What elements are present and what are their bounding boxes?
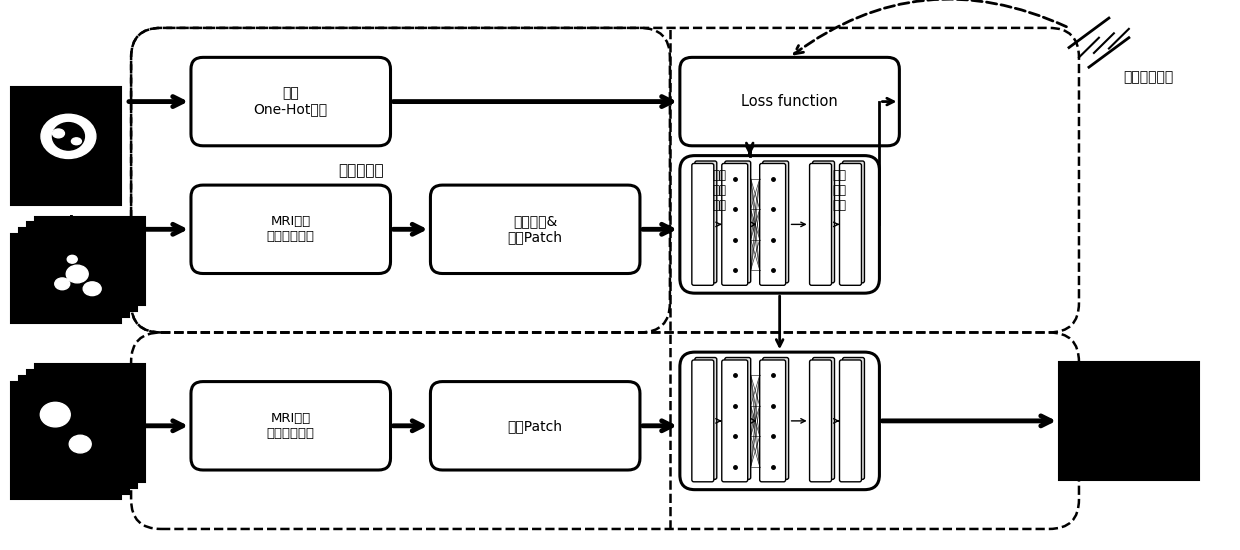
Ellipse shape — [67, 255, 77, 263]
FancyBboxPatch shape — [680, 57, 899, 146]
FancyBboxPatch shape — [191, 382, 391, 470]
FancyBboxPatch shape — [692, 163, 714, 285]
FancyBboxPatch shape — [810, 163, 832, 285]
FancyBboxPatch shape — [722, 163, 748, 285]
FancyBboxPatch shape — [680, 156, 879, 293]
FancyBboxPatch shape — [27, 222, 138, 311]
FancyBboxPatch shape — [724, 161, 750, 283]
Ellipse shape — [41, 114, 95, 158]
Ellipse shape — [52, 129, 64, 138]
FancyBboxPatch shape — [812, 358, 835, 480]
Text: MRI图像
去噪和归一化: MRI图像 去噪和归一化 — [267, 215, 315, 243]
Text: 抽取Patch: 抽取Patch — [507, 419, 563, 433]
FancyBboxPatch shape — [27, 370, 138, 488]
Text: 数据预处理: 数据预处理 — [337, 163, 383, 178]
FancyBboxPatch shape — [430, 382, 640, 470]
Text: MRI图像
去噪和归一化: MRI图像 去噪和归一化 — [267, 412, 315, 440]
FancyBboxPatch shape — [839, 360, 862, 482]
FancyBboxPatch shape — [763, 161, 789, 283]
FancyBboxPatch shape — [760, 360, 786, 482]
Ellipse shape — [83, 282, 102, 295]
Text: 分割模型训练: 分割模型训练 — [1123, 70, 1174, 84]
FancyBboxPatch shape — [842, 161, 864, 283]
FancyBboxPatch shape — [763, 358, 789, 480]
FancyBboxPatch shape — [35, 364, 145, 482]
FancyBboxPatch shape — [839, 163, 862, 285]
Text: 分割预测: 分割预测 — [1132, 404, 1166, 418]
Ellipse shape — [66, 265, 88, 283]
Text: 数据增强&
抽取Patch: 数据增强& 抽取Patch — [507, 214, 563, 244]
Ellipse shape — [41, 402, 71, 427]
FancyBboxPatch shape — [694, 161, 717, 283]
FancyBboxPatch shape — [694, 358, 717, 480]
FancyBboxPatch shape — [760, 163, 786, 285]
FancyBboxPatch shape — [812, 161, 835, 283]
FancyBboxPatch shape — [191, 57, 391, 146]
Ellipse shape — [72, 138, 82, 145]
FancyBboxPatch shape — [810, 360, 832, 482]
FancyBboxPatch shape — [20, 228, 129, 317]
FancyBboxPatch shape — [722, 360, 748, 482]
FancyBboxPatch shape — [692, 360, 714, 482]
Text: 正向
分割
推理: 正向 分割 推理 — [832, 168, 847, 212]
Ellipse shape — [55, 278, 69, 290]
FancyBboxPatch shape — [842, 358, 864, 480]
FancyBboxPatch shape — [680, 352, 879, 490]
Text: Loss function: Loss function — [742, 94, 838, 109]
Text: +: + — [61, 212, 82, 236]
Text: 标签
One-Hot编码: 标签 One-Hot编码 — [254, 86, 327, 117]
FancyBboxPatch shape — [35, 217, 145, 305]
Ellipse shape — [69, 435, 92, 453]
FancyBboxPatch shape — [1059, 362, 1199, 480]
FancyBboxPatch shape — [430, 185, 640, 273]
Text: 反向
参数
更新: 反向 参数 更新 — [713, 168, 727, 212]
FancyBboxPatch shape — [11, 87, 122, 205]
FancyBboxPatch shape — [11, 382, 122, 499]
FancyBboxPatch shape — [20, 376, 129, 493]
FancyBboxPatch shape — [724, 358, 750, 480]
Ellipse shape — [52, 123, 84, 150]
FancyBboxPatch shape — [11, 234, 122, 323]
FancyBboxPatch shape — [191, 185, 391, 273]
